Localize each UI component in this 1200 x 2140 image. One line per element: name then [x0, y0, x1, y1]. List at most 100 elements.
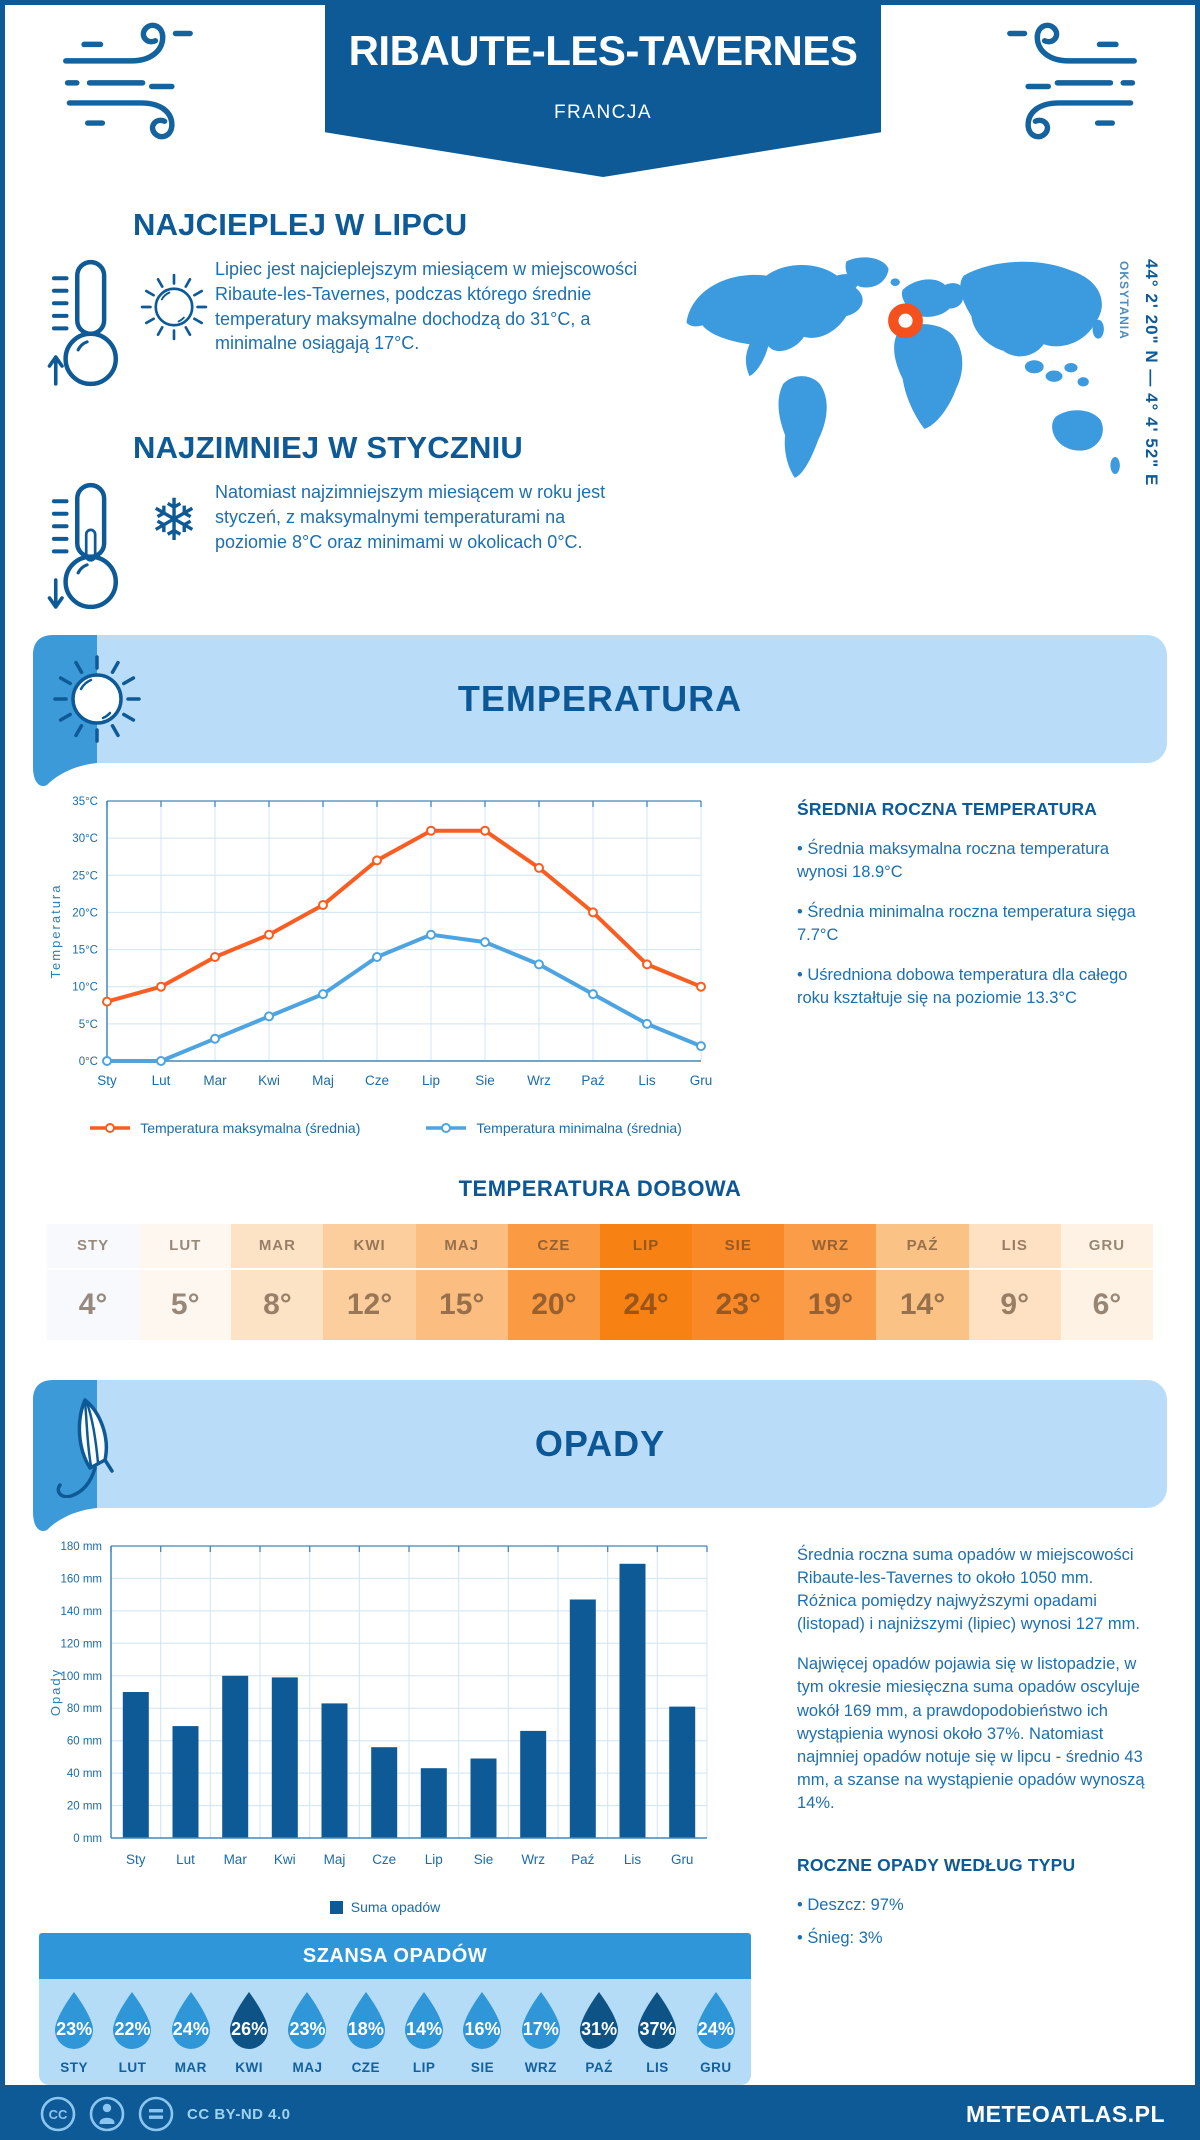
temperature-legend: Temperatura maksymalna (średnia) Temperat…	[45, 1120, 725, 1136]
precipitation-type-block: ROCZNE OPADY WEDŁUG TYPU • Deszcz: 97% •…	[797, 1855, 1145, 1950]
precipitation-summary: Średnia roczna suma opadów w miejscowośc…	[725, 1534, 1171, 2085]
temperature-summary-title: ŚREDNIA ROCZNA TEMPERATURA	[797, 799, 1098, 819]
header: RIBAUTE-LES-TAVERNES FRANCJA	[5, 5, 1195, 177]
svg-text:Sty: Sty	[126, 1852, 146, 1867]
svg-text:Wrz: Wrz	[527, 1073, 551, 1088]
daily-temp-value: 4°	[47, 1270, 140, 1340]
precipitation-paragraph: Średnia roczna suma opadów w miejscowośc…	[797, 1546, 1140, 1634]
daily-temperature-title: TEMPERATURA DOBOWA	[458, 1176, 742, 1201]
rain-chance-month: LIS	[646, 2060, 669, 2075]
climate-facts: NAJCIEPLEJ W LIPCU	[45, 207, 653, 619]
svg-text:Lip: Lip	[422, 1073, 440, 1088]
daily-temp-month: MAR	[231, 1224, 324, 1270]
legend-item: Temperatura maksymalna (średnia)	[88, 1120, 360, 1136]
temperature-bullet: • Średnia minimalna roczna temperatura s…	[797, 903, 1136, 945]
svg-text:Sie: Sie	[475, 1073, 495, 1088]
rain-chance-month: MAR	[174, 2060, 207, 2075]
svg-text:Maj: Maj	[324, 1852, 346, 1867]
rain-chance-item: 14% LIP	[395, 1991, 453, 2075]
droplet-icon	[288, 1992, 327, 2049]
droplet-icon	[405, 1992, 444, 2049]
precipitation-type-title: ROCZNE OPADY WEDŁUG TYPU	[797, 1855, 1076, 1876]
temperature-row: 0°C 5°C 10°C 15°C 20°C 25°C 30°C 35°C Sty Lut Mar K…	[5, 763, 1195, 1136]
rain-chance-value: 26%	[231, 2019, 268, 2039]
rain-chance-month: STY	[60, 2060, 89, 2075]
coordinates-label: 44° 2' 20" N — 4° 4' 52" E	[1142, 259, 1161, 487]
precipitation-type-bullet: • Śnieg: 3%	[797, 1929, 883, 1948]
daily-temp-month: MAJ	[415, 1224, 508, 1270]
svg-text:Sie: Sie	[474, 1852, 494, 1867]
rain-chance-item: 22% LUT	[103, 1991, 161, 2075]
svg-text:Lip: Lip	[425, 1852, 443, 1867]
rain-chance-item: 37% LIS	[628, 1991, 686, 2075]
rain-chance-month: KWI	[235, 2060, 264, 2075]
rain-chance-title: SZANSA OPADÓW	[39, 1933, 751, 1979]
svg-text:10°C: 10°C	[72, 982, 98, 994]
svg-text:Paź: Paź	[571, 1852, 595, 1867]
location-map: 44° 2' 20" N — 4° 4' 52" E OKSYTANIA	[653, 207, 1171, 619]
rain-chance-value: 24%	[697, 2019, 734, 2039]
rain-chance-value: 22%	[114, 2019, 151, 2039]
daily-temp-month: WRZ	[784, 1224, 877, 1270]
daily-temp-month: LIP	[599, 1224, 693, 1270]
warmest-month-title: NAJCIEPLEJ W LIPCU	[133, 207, 468, 242]
droplet-icon	[113, 1992, 152, 2049]
svg-text:Mar: Mar	[224, 1852, 248, 1867]
droplet-icon	[346, 1992, 385, 2049]
daily-temp-month: KWI	[323, 1224, 416, 1270]
svg-text:20 mm: 20 mm	[67, 1801, 102, 1813]
svg-text:Wrz: Wrz	[521, 1852, 545, 1867]
daily-temp-value: 20°	[507, 1270, 600, 1340]
svg-text:Mar: Mar	[203, 1073, 227, 1088]
rain-chance-item: 24% MAR	[162, 1991, 220, 2075]
rain-chance-grid: 23% STY 22% LUT 24% MAR 26% KWI 23% MAJ 18% CZE 14% L…	[39, 1979, 751, 2085]
page-title: RIBAUTE-LES-TAVERNES	[348, 27, 858, 74]
svg-text:Opady: Opady	[48, 1668, 63, 1716]
cc-nd-icon	[138, 2096, 174, 2132]
daily-temp-value: 14°	[876, 1270, 969, 1340]
temperature-bullet: • Średnia maksymalna roczna temperatura …	[797, 840, 1110, 882]
daily-temperature-table: STY LUT MAR KWI MAJ CZE LIP SIE WRZ PAŹ LIS GRU 4° 5°…	[47, 1224, 1153, 1340]
daily-temp-month: STY	[47, 1224, 140, 1270]
svg-text:30°C: 30°C	[72, 833, 98, 845]
daily-temp-month: LUT	[139, 1224, 232, 1270]
legend-item: Temperatura minimalna (średnia)	[424, 1120, 682, 1136]
rain-chance-month: CZE	[351, 2060, 381, 2075]
precipitation-paragraph: Najwięcej opadów pojawia się w listopadz…	[797, 1655, 1145, 1812]
precipitation-section-header: OPADY	[33, 1380, 1167, 1532]
svg-text:0°C: 0°C	[79, 1056, 98, 1068]
daily-temp-value: 9°	[968, 1270, 1061, 1340]
svg-text:60 mm: 60 mm	[67, 1736, 102, 1748]
svg-text:Gru: Gru	[671, 1852, 694, 1867]
rain-chance-value: 18%	[347, 2019, 384, 2039]
precipitation-chart: 0 mm 20 mm 40 mm 60 mm 80 mm 100 mm 120 mm 140 …	[45, 1534, 725, 1891]
droplet-icon	[580, 1992, 619, 2049]
svg-text:Kwi: Kwi	[258, 1073, 280, 1088]
rain-chance-item: 17% WRZ	[512, 1991, 570, 2075]
precipitation-section-title: OPADY	[534, 1423, 666, 1464]
precipitation-row: 0 mm 20 mm 40 mm 60 mm 80 mm 100 mm 120 mm 140 …	[5, 1508, 1195, 2085]
country-label: FRANCJA	[553, 102, 653, 123]
coldest-month-text: Natomiast najzimniejszym miesiącem w rok…	[215, 482, 606, 552]
temperature-summary: ŚREDNIA ROCZNA TEMPERATURA • Średnia mak…	[725, 789, 1171, 1136]
coldest-month-fact: NAJZIMNIEJ W STYCZNIU	[45, 430, 653, 619]
svg-text:Lut: Lut	[176, 1852, 195, 1867]
daily-temp-value: 24°	[599, 1270, 693, 1340]
rain-chance-panel: SZANSA OPADÓW 23% STY 22% LUT 24% MAR 26% KWI 23…	[39, 1933, 751, 2085]
droplet-icon	[171, 1992, 210, 2049]
daily-temp-month: GRU	[1060, 1224, 1153, 1270]
rain-chance-value: 24%	[172, 2019, 209, 2039]
license-label: CC BY-ND 4.0	[187, 2105, 291, 2123]
svg-text:15°C: 15°C	[72, 945, 98, 957]
rain-chance-value: 17%	[522, 2019, 559, 2039]
intro-section: NAJCIEPLEJ W LIPCU	[5, 177, 1195, 619]
daily-temp-month: LIS	[968, 1224, 1061, 1270]
warmest-month-text: Lipiec jest najcieplejszym miesiącem w m…	[215, 259, 638, 354]
sun-icon	[133, 269, 215, 345]
cc-icon: CC	[40, 2096, 76, 2132]
world-map	[686, 257, 1120, 478]
warmest-month-fact: NAJCIEPLEJ W LIPCU	[45, 207, 653, 396]
rain-chance-month: PAŹ	[585, 2060, 613, 2075]
svg-text:100 mm: 100 mm	[60, 1671, 102, 1683]
svg-text:5°C: 5°C	[79, 1019, 98, 1031]
